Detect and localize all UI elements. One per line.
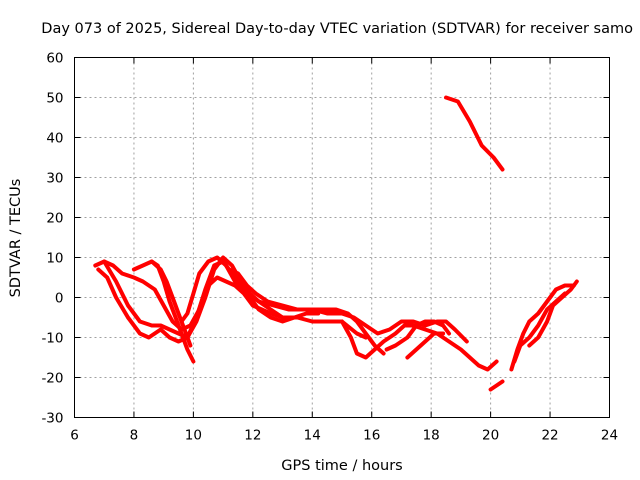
series-track-12 [488, 379, 505, 392]
y-tick-label: 20 [46, 211, 63, 227]
series-track-15 [527, 279, 579, 348]
series-track-1 [93, 259, 368, 340]
y-tick-label: 0 [55, 291, 64, 307]
y-tick-label: 50 [46, 91, 63, 107]
y-tick-label: -10 [41, 331, 63, 347]
series-track-5 [149, 259, 196, 364]
series-track-11 [444, 95, 505, 172]
x-axis-label: GPS time / hours [281, 458, 402, 474]
series-track-4 [131, 259, 193, 348]
y-tick-label: 40 [46, 131, 63, 147]
y-tick-label: -20 [41, 371, 63, 387]
y-tick-label: 60 [46, 51, 63, 67]
x-tick-label: 12 [244, 428, 261, 444]
series-track-8 [340, 319, 499, 372]
x-tick-label: 22 [541, 428, 558, 444]
x-tick-label: 16 [363, 428, 380, 444]
y-tick-label: -30 [41, 411, 63, 427]
y-tick-label: 30 [46, 171, 63, 187]
y-tick-label: 10 [46, 251, 63, 267]
series-track-2 [96, 259, 321, 344]
chart-title: Day 073 of 2025, Sidereal Day-to-day VTE… [41, 21, 633, 37]
x-tick-label: 20 [482, 428, 499, 444]
plot-frame [74, 57, 610, 418]
y-axis-label: SDTVAR / TECUs [8, 179, 24, 298]
x-tick-label: 6 [70, 428, 79, 444]
x-tick-label: 24 [601, 428, 618, 444]
series-track-9 [384, 319, 451, 352]
ticks: 6 8 10 12 14 16 18 20 22 24 -30 -20 -10 0 10 20 30 40 50 60 [41, 51, 618, 444]
series-track-10 [405, 331, 446, 360]
x-tick-label: 18 [423, 428, 440, 444]
series-group [93, 95, 579, 392]
x-tick-label: 10 [185, 428, 202, 444]
x-tick-label: 14 [304, 428, 321, 444]
x-tick-label: 8 [130, 428, 139, 444]
grid [74, 57, 610, 418]
